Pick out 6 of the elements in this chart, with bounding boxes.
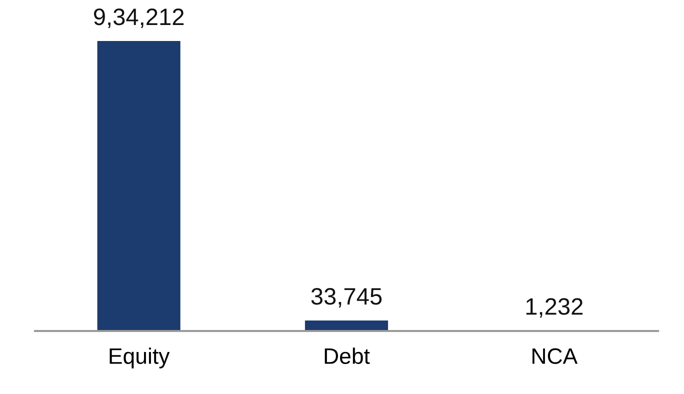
- data-label: 9,34,212: [94, 8, 184, 28]
- x-tick-label: Debt: [324, 348, 370, 364]
- data-label: 33,745: [311, 288, 382, 308]
- x-tick-label: NCA: [532, 348, 578, 364]
- data-label: 1,232: [526, 298, 583, 318]
- x-tick-label: Equity: [110, 348, 170, 368]
